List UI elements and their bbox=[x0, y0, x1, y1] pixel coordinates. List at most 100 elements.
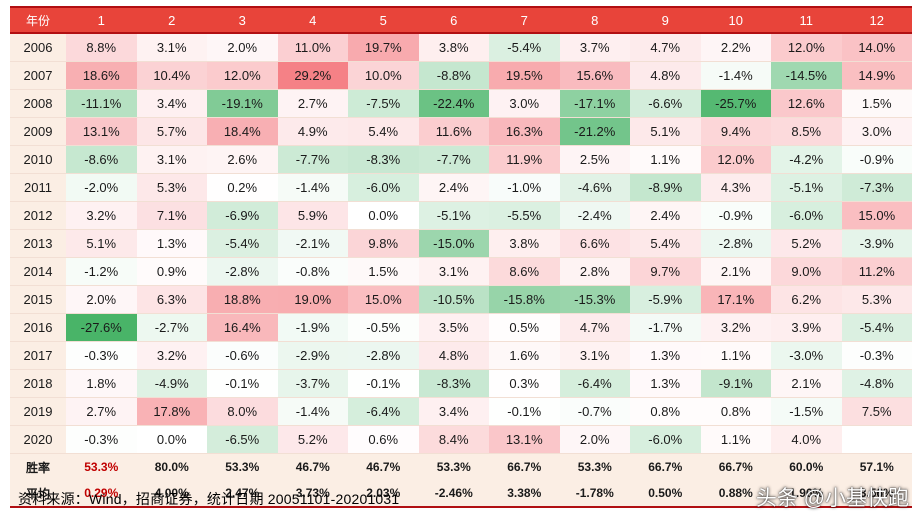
return-cell: -5.9% bbox=[630, 285, 701, 314]
return-cell: 18.6% bbox=[66, 61, 137, 90]
return-cell: -6.9% bbox=[207, 201, 278, 230]
summary-label: 胜率 bbox=[10, 453, 66, 480]
summary-cell: 46.7% bbox=[277, 453, 348, 480]
header-month: 9 bbox=[630, 6, 701, 34]
return-cell: 2.0% bbox=[559, 425, 630, 454]
return-cell: 0.2% bbox=[207, 173, 278, 202]
return-cell: -3.0% bbox=[771, 341, 842, 370]
return-cell: -6.4% bbox=[559, 369, 630, 398]
header-year: 年份 bbox=[10, 6, 66, 34]
return-cell: 2.6% bbox=[207, 145, 278, 174]
return-cell: -1.9% bbox=[277, 313, 348, 342]
header-month: 5 bbox=[348, 6, 419, 34]
return-cell: 3.1% bbox=[136, 145, 207, 174]
return-cell: 13.1% bbox=[489, 425, 560, 454]
return-cell: 3.5% bbox=[418, 313, 489, 342]
return-cell: 14.0% bbox=[841, 33, 912, 62]
return-cell: 1.3% bbox=[630, 341, 701, 370]
year-cell: 2015 bbox=[10, 285, 66, 314]
summary-cell: 2.47% bbox=[207, 480, 278, 508]
return-cell: -0.3% bbox=[66, 425, 137, 454]
return-cell: 1.3% bbox=[630, 369, 701, 398]
return-cell: 4.9% bbox=[277, 117, 348, 146]
table-row: 2010 -8.6% 3.1% 2.6% -7.7% -8.3% -7.7% 11.9% 2.5… bbox=[10, 145, 912, 174]
header-month: 1 bbox=[66, 6, 137, 34]
summary-cell: 66.7% bbox=[489, 453, 560, 480]
return-cell: -6.6% bbox=[630, 89, 701, 118]
header-month: 4 bbox=[277, 6, 348, 34]
return-cell: -4.9% bbox=[136, 369, 207, 398]
return-cell: 3.8% bbox=[418, 33, 489, 62]
return-cell: 0.9% bbox=[136, 257, 207, 286]
return-cell: 11.0% bbox=[277, 33, 348, 62]
returns-table-panel: 年份 1 2 3 4 5 6 7 8 9 10 11 12 2006 8.8% 3.1% 2.0% 11.0% 1… bbox=[10, 6, 912, 508]
return-cell: 3.2% bbox=[66, 201, 137, 230]
return-cell: -3.7% bbox=[277, 369, 348, 398]
header-month: 8 bbox=[559, 6, 630, 34]
monthly-returns-table: 年份 1 2 3 4 5 6 7 8 9 10 11 12 2006 8.8% 3.1% 2.0% 11.0% 1… bbox=[10, 6, 912, 508]
summary-cell: 53.3% bbox=[418, 453, 489, 480]
table-row: 2016 -27.6% -2.7% 16.4% -1.9% -0.5% 3.5% 0.5% 4.… bbox=[10, 313, 912, 342]
return-cell: 6.3% bbox=[136, 285, 207, 314]
return-cell: 1.5% bbox=[841, 89, 912, 118]
return-cell: 1.5% bbox=[348, 257, 419, 286]
return-cell: 3.4% bbox=[136, 89, 207, 118]
table-row: 2013 5.1% 1.3% -5.4% -2.1% 9.8% -15.0% 3.8% 6.6%… bbox=[10, 229, 912, 258]
header-month: 2 bbox=[136, 6, 207, 34]
summary-cell: -1.78% bbox=[559, 480, 630, 508]
return-cell: -1.0% bbox=[489, 173, 560, 202]
return-cell: 8.0% bbox=[207, 397, 278, 426]
return-cell: 11.6% bbox=[418, 117, 489, 146]
return-cell: 4.8% bbox=[630, 61, 701, 90]
summary-cell: 60.0% bbox=[771, 453, 842, 480]
return-cell: -5.5% bbox=[489, 201, 560, 230]
return-cell: -1.5% bbox=[771, 397, 842, 426]
summary-label: 平均 bbox=[10, 480, 66, 508]
return-cell: -5.4% bbox=[841, 313, 912, 342]
year-cell: 2020 bbox=[10, 425, 66, 454]
return-cell: -2.7% bbox=[136, 313, 207, 342]
return-cell: 3.8% bbox=[489, 229, 560, 258]
table-row: 2012 3.2% 7.1% -6.9% 5.9% 0.0% -5.1% -5.5% -2.4%… bbox=[10, 201, 912, 230]
return-cell: -3.9% bbox=[841, 229, 912, 258]
return-cell: 8.6% bbox=[489, 257, 560, 286]
year-cell: 2006 bbox=[10, 33, 66, 62]
return-cell: 0.5% bbox=[489, 313, 560, 342]
year-cell: 2010 bbox=[10, 145, 66, 174]
return-cell: 9.7% bbox=[630, 257, 701, 286]
return-cell: 11.2% bbox=[841, 257, 912, 286]
return-cell: 4.0% bbox=[771, 425, 842, 454]
return-cell: 16.4% bbox=[207, 313, 278, 342]
return-cell: -2.9% bbox=[277, 341, 348, 370]
summary-cell: 66.7% bbox=[700, 453, 771, 480]
table-row: 2018 1.8% -4.9% -0.1% -3.7% -0.1% -8.3% 0.3% -6.… bbox=[10, 369, 912, 398]
return-cell: -0.9% bbox=[700, 201, 771, 230]
table-row: 2006 8.8% 3.1% 2.0% 11.0% 19.7% 3.8% -5.4% 3.7% 4… bbox=[10, 33, 912, 62]
return-cell: -8.9% bbox=[630, 173, 701, 202]
return-cell: 0.3% bbox=[489, 369, 560, 398]
return-cell: 5.3% bbox=[841, 285, 912, 314]
return-cell: -5.4% bbox=[489, 33, 560, 62]
return-cell: 3.0% bbox=[841, 117, 912, 146]
return-cell: -1.4% bbox=[700, 61, 771, 90]
watermark: 头条 @小基快跑 bbox=[755, 487, 909, 510]
table-row: 2020 -0.3% 0.0% -6.5% 5.2% 0.6% 8.4% 13.1% 2.0% -… bbox=[10, 425, 912, 454]
return-cell: 13.1% bbox=[66, 117, 137, 146]
return-cell: -6.0% bbox=[771, 201, 842, 230]
return-cell: -15.3% bbox=[559, 285, 630, 314]
return-cell: 3.1% bbox=[136, 33, 207, 62]
return-cell: 15.0% bbox=[348, 285, 419, 314]
return-cell: -0.1% bbox=[489, 397, 560, 426]
return-cell: 5.3% bbox=[136, 173, 207, 202]
return-cell: 29.2% bbox=[277, 61, 348, 90]
return-cell: -0.9% bbox=[841, 145, 912, 174]
return-cell: 0.6% bbox=[348, 425, 419, 454]
return-cell: -4.8% bbox=[841, 369, 912, 398]
summary-cell: 3.56% bbox=[841, 480, 912, 508]
return-cell: -1.4% bbox=[277, 173, 348, 202]
source-note: 资料来源：Wind，招商证券，统计日期 20051101-20201031 bbox=[18, 491, 400, 507]
summary-cell: 66.7% bbox=[630, 453, 701, 480]
return-cell: 1.1% bbox=[630, 145, 701, 174]
summary-cell: 46.7% bbox=[348, 453, 419, 480]
return-cell: 2.0% bbox=[66, 285, 137, 314]
